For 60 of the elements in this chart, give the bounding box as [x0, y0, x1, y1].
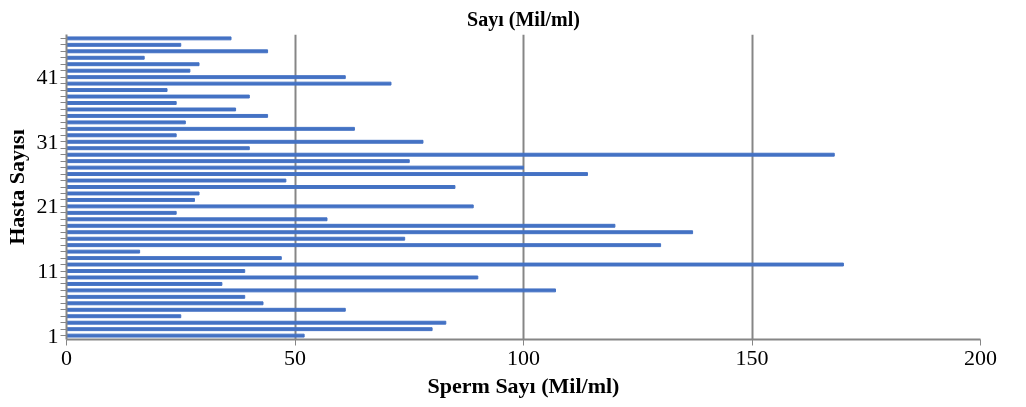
- bar: [66, 159, 410, 164]
- bar: [66, 185, 456, 189]
- y-tick-label: 11: [37, 258, 59, 283]
- x-tick-label: 150: [735, 344, 769, 370]
- bar: [66, 301, 264, 306]
- bar: [66, 243, 662, 248]
- bar: [66, 62, 200, 67]
- bar: [66, 256, 282, 261]
- bar: [66, 36, 232, 41]
- bar: [66, 191, 200, 196]
- bar: [66, 327, 433, 332]
- bar: [66, 314, 182, 319]
- y-tick-label: 1: [47, 322, 59, 348]
- bar: [66, 294, 246, 299]
- bar: [66, 197, 195, 202]
- bar: [66, 113, 269, 118]
- bar: [66, 307, 346, 312]
- x-tick-label: 100: [507, 344, 540, 370]
- bar: [66, 55, 145, 60]
- bar: [66, 126, 355, 131]
- bar: [66, 288, 556, 293]
- bar: [66, 262, 844, 267]
- bar: [66, 223, 616, 228]
- bar: [66, 133, 177, 138]
- y-tick-label: 31: [36, 128, 59, 154]
- bar: [66, 269, 246, 273]
- bar: [66, 204, 474, 209]
- bar: [66, 88, 168, 93]
- x-tick-label: 50: [284, 344, 306, 370]
- bar: [66, 210, 177, 215]
- bar: [66, 68, 191, 73]
- bar: [66, 281, 223, 286]
- y-tick-label: 41: [36, 64, 59, 90]
- bar: [66, 217, 328, 222]
- y-axis-title: Hasta Sayısı: [3, 129, 29, 245]
- bar: [66, 249, 141, 254]
- bar: [66, 75, 346, 80]
- bar: [66, 107, 237, 112]
- chart-title: Sayı (Mil/ml): [467, 7, 580, 31]
- bar: [66, 120, 186, 125]
- bar: [66, 275, 479, 280]
- x-axis-title: Sperm Sayı (Mil/ml): [427, 372, 620, 398]
- bar: [66, 178, 287, 183]
- bar: [66, 49, 269, 54]
- bar: [66, 333, 305, 338]
- x-tick-label: 0: [61, 344, 72, 370]
- bar: [66, 42, 182, 47]
- bar: [66, 172, 588, 177]
- bar: [66, 94, 250, 99]
- bar: [66, 101, 177, 105]
- bar: [66, 81, 392, 86]
- x-tick-label: 200: [964, 344, 997, 370]
- bar: [66, 230, 694, 235]
- bar: [66, 152, 835, 157]
- bar: [66, 320, 447, 325]
- bar: [66, 139, 424, 144]
- bar: [66, 236, 406, 241]
- bar: [66, 165, 524, 170]
- y-tick-label: 21: [36, 193, 59, 219]
- bar: [66, 146, 250, 151]
